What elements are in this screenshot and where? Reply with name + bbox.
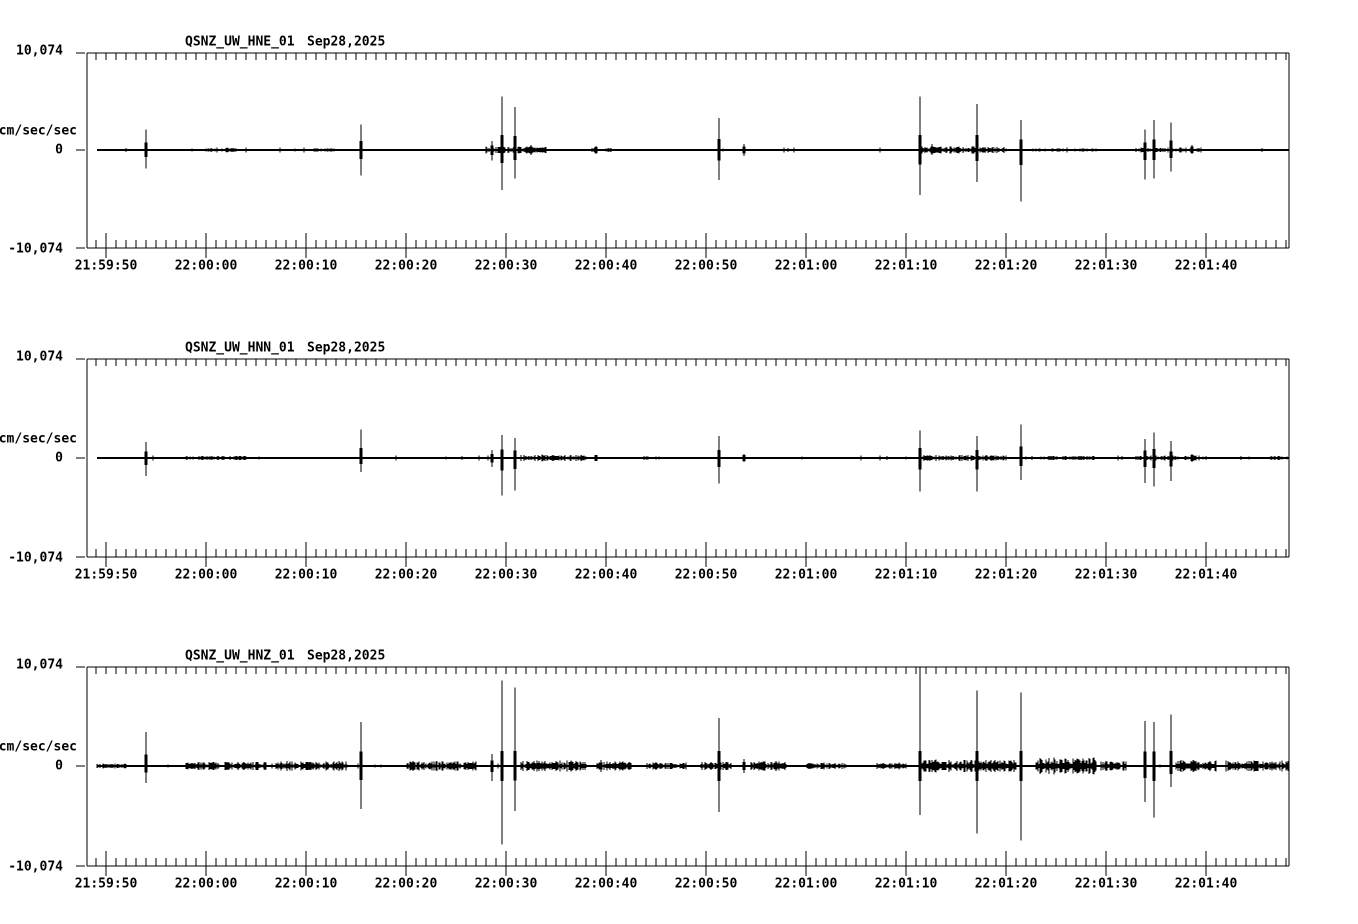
panel-title-station: QSNZ_UW_HNZ_01 bbox=[185, 649, 295, 664]
x-tick-label: 22:00:00 bbox=[175, 568, 238, 583]
y-axis-units-label: cm/sec/sec bbox=[0, 124, 77, 139]
y-tick-label: 0 bbox=[55, 451, 63, 466]
panel-title-station: QSNZ_UW_HNN_01 bbox=[185, 341, 295, 356]
x-tick-label: 22:01:20 bbox=[975, 877, 1038, 892]
x-tick-label: 22:01:40 bbox=[1175, 877, 1238, 892]
x-tick-label: 22:01:10 bbox=[875, 877, 938, 892]
x-tick-label: 22:00:50 bbox=[675, 568, 738, 583]
waveform-hnz bbox=[96, 666, 1289, 845]
waveform-hne bbox=[97, 96, 1289, 202]
x-tick-label: 22:00:10 bbox=[275, 568, 338, 583]
panel-title-station: QSNZ_UW_HNE_01 bbox=[185, 35, 295, 50]
y-axis-units-label: cm/sec/sec bbox=[0, 432, 77, 447]
x-tick-label: 22:00:00 bbox=[175, 877, 238, 892]
y-tick-label: 0 bbox=[55, 759, 63, 774]
x-tick-label: 22:00:40 bbox=[575, 259, 638, 274]
x-tick-label: 22:01:40 bbox=[1175, 568, 1238, 583]
x-tick-label: 21:59:50 bbox=[75, 877, 138, 892]
x-tick-label: 22:00:30 bbox=[475, 259, 538, 274]
x-tick-label: 22:00:20 bbox=[375, 259, 438, 274]
x-tick-label: 22:01:40 bbox=[1175, 259, 1238, 274]
x-tick-label: 22:01:20 bbox=[975, 259, 1038, 274]
y-tick-label: 10,074 bbox=[16, 44, 63, 59]
x-tick-label: 22:01:30 bbox=[1075, 877, 1138, 892]
x-tick-label: 22:01:00 bbox=[775, 568, 838, 583]
x-tick-label: 22:00:10 bbox=[275, 877, 338, 892]
waveform-hnn bbox=[97, 424, 1289, 496]
x-tick-label: 22:00:20 bbox=[375, 877, 438, 892]
x-tick-label: 22:00:20 bbox=[375, 568, 438, 583]
x-tick-label: 22:00:30 bbox=[475, 877, 538, 892]
y-tick-label: 10,074 bbox=[16, 350, 63, 365]
x-tick-label: 22:00:00 bbox=[175, 259, 238, 274]
x-tick-label: 22:01:20 bbox=[975, 568, 1038, 583]
x-tick-label: 22:00:10 bbox=[275, 259, 338, 274]
y-tick-label: 0 bbox=[55, 143, 63, 158]
panel-title-date: Sep28,2025 bbox=[307, 649, 385, 664]
x-tick-label: 22:01:10 bbox=[875, 568, 938, 583]
y-axis-units-label: cm/sec/sec bbox=[0, 740, 77, 755]
x-tick-label: 22:00:30 bbox=[475, 568, 538, 583]
x-tick-label: 22:01:10 bbox=[875, 259, 938, 274]
x-tick-label: 22:01:30 bbox=[1075, 259, 1138, 274]
x-tick-label: 22:00:50 bbox=[675, 877, 738, 892]
panel-hnn: 21:59:50 22:00:00 22:00:10 22:00:20 22:00:30… bbox=[0, 341, 1290, 583]
panel-hnz: 21:59:50 22:00:00 22:00:10 22:00:20 22:00:30… bbox=[0, 649, 1290, 892]
x-tick-label: 21:59:50 bbox=[75, 568, 138, 583]
y-tick-label: -10,074 bbox=[8, 860, 63, 875]
x-tick-label: 22:00:50 bbox=[675, 259, 738, 274]
panel-hne: 21:59:50 22:00:00 22:00:10 22:00:20 22:00:30… bbox=[0, 35, 1290, 274]
y-tick-label: 10,074 bbox=[16, 658, 63, 673]
y-tick-label: -10,074 bbox=[8, 242, 63, 257]
panel-title-date: Sep28,2025 bbox=[307, 341, 385, 356]
x-tick-label: 22:01:30 bbox=[1075, 568, 1138, 583]
panel-title-date: Sep28,2025 bbox=[307, 35, 385, 50]
x-tick-label: 22:01:00 bbox=[775, 877, 838, 892]
x-tick-label: 22:00:40 bbox=[575, 877, 638, 892]
x-tick-label: 22:01:00 bbox=[775, 259, 838, 274]
y-tick-label: -10,074 bbox=[8, 551, 63, 566]
x-tick-label: 21:59:50 bbox=[75, 259, 138, 274]
x-tick-label: 22:00:40 bbox=[575, 568, 638, 583]
